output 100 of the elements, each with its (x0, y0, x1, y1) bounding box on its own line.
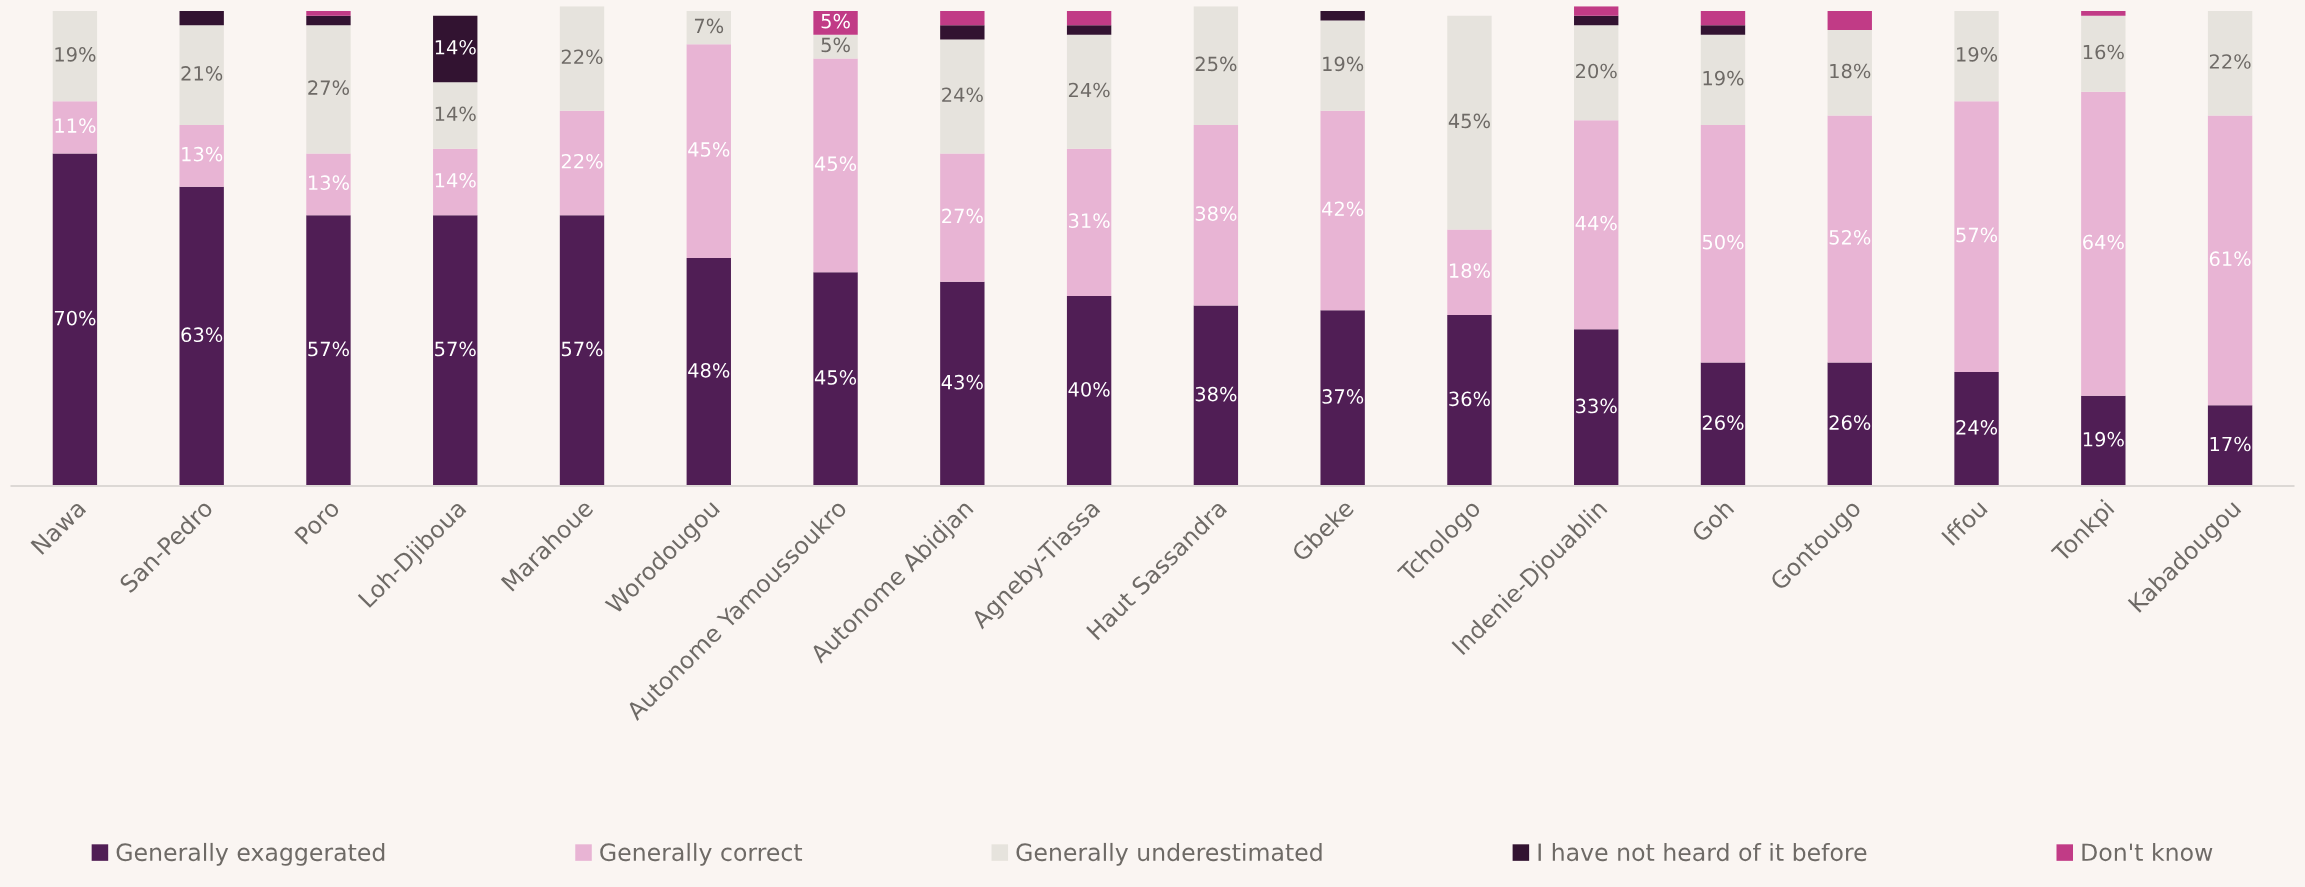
data-label: 45% (688, 142, 730, 157)
bar (1193, 124, 1239, 306)
bar (559, 110, 605, 216)
bar (179, 25, 224, 125)
data-label: 61% (2209, 251, 2251, 267)
legend-label: Generally underestimated (1016, 842, 1322, 866)
data-label: 44% (1575, 215, 1617, 231)
bar (1827, 10, 1872, 30)
bar (1066, 10, 1112, 26)
data-label: 63% (181, 327, 223, 343)
data-label: 37% (1322, 389, 1364, 404)
legend-label: Don't know (2082, 842, 2213, 862)
data-label: 45% (1448, 113, 1490, 129)
legend-label: I have not heard of it before (1538, 842, 1867, 862)
data-label: 24% (1956, 420, 1998, 435)
bar (1827, 29, 1872, 116)
data-label: 26% (1702, 415, 1744, 430)
bar (1700, 25, 1746, 35)
bar (306, 153, 351, 216)
bar (306, 15, 351, 26)
bar (1700, 124, 1746, 363)
data-label: 24% (1068, 82, 1110, 98)
data-label: 38% (1195, 206, 1237, 221)
bar (813, 10, 858, 35)
bar (306, 25, 351, 154)
data-label: 18% (1449, 263, 1490, 278)
data-label: 14% (435, 106, 476, 122)
data-label: 52% (1829, 229, 1871, 245)
bar (559, 6, 605, 111)
bar (1193, 6, 1239, 125)
bar (940, 10, 985, 26)
bar (1574, 329, 1619, 487)
bar (306, 215, 351, 487)
data-label: 50% (1702, 234, 1744, 250)
bar (179, 10, 224, 26)
bar (1193, 305, 1239, 487)
bar (813, 58, 858, 273)
data-label: 19% (1703, 70, 1744, 86)
bar (2081, 91, 2126, 396)
data-label: 36% (1449, 391, 1490, 407)
bar (686, 10, 731, 45)
bar (433, 82, 478, 149)
bar (686, 258, 731, 487)
bar (1066, 25, 1112, 35)
legend-label: Generally correct (600, 842, 803, 866)
bar (1574, 6, 1619, 16)
data-label: 57% (1956, 227, 1998, 243)
bar (2081, 10, 2126, 16)
bar (686, 44, 731, 259)
data-label: 45% (814, 156, 857, 172)
data-label: 19% (1957, 47, 1998, 62)
data-label: 14% (435, 172, 476, 188)
bar (1320, 110, 1365, 311)
data-label: 45% (814, 370, 857, 385)
bar (1066, 34, 1112, 149)
bar (1320, 20, 1365, 111)
bar (2207, 115, 2253, 406)
data-label: 57% (308, 341, 349, 357)
data-label: 38% (1195, 386, 1237, 402)
bar (1827, 115, 1872, 363)
data-label: 27% (942, 208, 983, 224)
data-label: 48% (688, 362, 730, 378)
data-label: 22% (561, 49, 603, 65)
bar (306, 10, 351, 16)
data-label: 5% (821, 37, 850, 53)
bar (1700, 10, 1746, 26)
data-label: 24% (942, 87, 983, 103)
data-label: 42% (1322, 201, 1364, 217)
data-label: 57% (561, 341, 603, 357)
bar (2207, 405, 2253, 487)
bar (1447, 229, 1492, 316)
bar (1066, 296, 1112, 487)
data-label: 16% (2083, 44, 2124, 60)
bar (2207, 10, 2253, 116)
bar (1954, 101, 1999, 373)
data-label: 26% (1829, 415, 1871, 430)
data-label: 33% (1576, 398, 1617, 414)
data-label: 57% (435, 341, 476, 357)
bar (1700, 34, 1746, 125)
data-label: 19% (1323, 56, 1364, 72)
bar (179, 186, 224, 487)
data-label: 14% (435, 39, 476, 55)
data-label: 11% (55, 118, 96, 134)
data-label: 22% (2209, 54, 2251, 69)
bar (52, 10, 98, 102)
data-label: 64% (2083, 234, 2124, 250)
bar (2081, 395, 2126, 487)
bar (559, 215, 605, 487)
bar (1320, 310, 1365, 487)
data-label: 20% (1576, 63, 1617, 79)
bar (433, 15, 478, 83)
bar (940, 153, 985, 282)
data-label: 43% (941, 374, 983, 390)
bar (52, 153, 98, 487)
bar (1827, 362, 1872, 487)
bar (1447, 15, 1492, 230)
data-label: 7% (694, 18, 724, 34)
bar (179, 124, 224, 187)
bar (1574, 120, 1619, 330)
data-label: 13% (308, 175, 349, 191)
